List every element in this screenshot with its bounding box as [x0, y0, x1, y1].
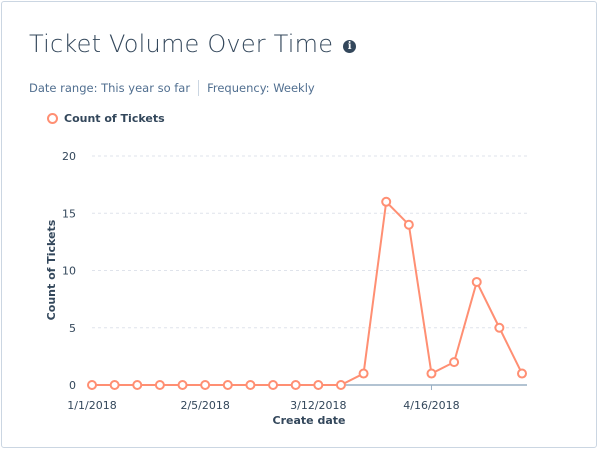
y-tick-label: 0	[69, 379, 76, 392]
frequency-filter[interactable]: Frequency: Weekly	[207, 81, 315, 95]
data-point	[222, 380, 233, 390]
data-point	[200, 380, 211, 390]
x-tick-label: 4/16/2018	[403, 399, 459, 412]
y-tick-label: 15	[62, 207, 76, 220]
date-range-filter[interactable]: Date range: This year so far	[29, 81, 191, 95]
data-point	[426, 368, 437, 379]
data-point	[517, 368, 527, 379]
data-point	[381, 196, 392, 207]
data-point	[403, 219, 414, 230]
data-point	[268, 380, 279, 390]
legend-item[interactable]: Count of Tickets	[47, 112, 165, 125]
data-point	[290, 380, 301, 390]
data-point	[132, 380, 143, 390]
data-point	[449, 357, 460, 368]
data-point	[494, 322, 505, 333]
legend-marker-icon	[47, 113, 58, 124]
x-tick-label: 2/5/2018	[180, 399, 229, 412]
x-tick-label: 1/1/2018	[67, 399, 116, 412]
y-axis-label: Count of Tickets	[45, 219, 58, 320]
series-line	[92, 199, 523, 386]
y-tick-label: 10	[62, 265, 76, 278]
data-point	[358, 368, 369, 379]
data-point	[87, 380, 97, 390]
data-point	[177, 380, 188, 390]
data-point	[154, 380, 165, 390]
data-point	[471, 276, 482, 287]
data-point	[313, 380, 324, 390]
x-axis-label: Create date	[273, 414, 346, 427]
y-tick-label: 20	[62, 150, 76, 163]
y-tick-label: 5	[69, 322, 76, 335]
data-point	[335, 380, 346, 390]
chart-title: Ticket Volume Over Time i	[29, 30, 357, 58]
chart-title-text: Ticket Volume Over Time	[29, 30, 334, 58]
divider	[198, 80, 200, 96]
info-icon[interactable]: i	[343, 40, 357, 53]
legend-label: Count of Tickets	[64, 112, 165, 125]
x-tick-label: 3/12/2018	[290, 399, 346, 412]
data-point	[109, 380, 120, 390]
data-point	[245, 380, 256, 390]
chart-filters: Date range: This year so far Frequency: …	[29, 80, 315, 96]
